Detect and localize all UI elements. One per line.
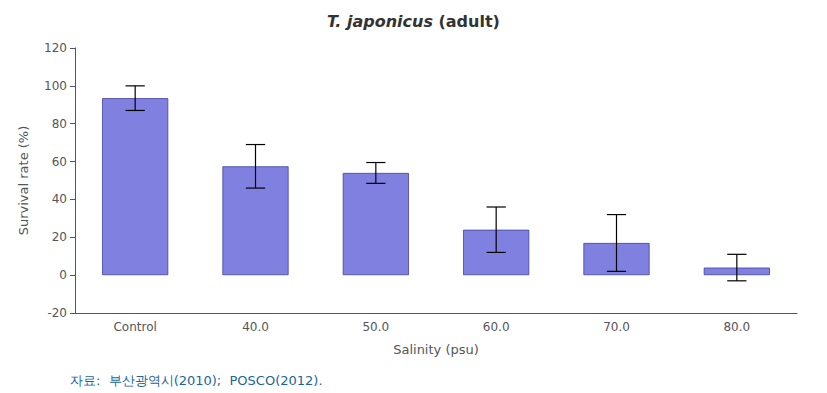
svg-text:60: 60 (52, 155, 67, 169)
svg-text:80: 80 (52, 117, 67, 131)
svg-text:(adult): (adult) (433, 12, 500, 31)
svg-text:20: 20 (52, 230, 67, 244)
svg-text:60.0: 60.0 (483, 320, 510, 334)
svg-text:자료: 부산광역시(2010); POSCO(2012): 자료: 부산광역시(2010); POSCO(2012). (70, 373, 323, 388)
svg-text:40: 40 (52, 192, 67, 206)
svg-text:50.0: 50.0 (362, 320, 389, 334)
svg-text:100: 100 (44, 79, 67, 93)
svg-text:Salinity (psu): Salinity (psu) (393, 342, 479, 357)
svg-text:120: 120 (44, 41, 67, 55)
svg-text:T. japonicus: T. japonicus (327, 12, 433, 31)
svg-text:Survival rate (%): Survival rate (%) (16, 126, 31, 236)
svg-text:80.0: 80.0 (723, 320, 750, 334)
svg-text:-20: -20 (47, 306, 67, 320)
svg-text:40.0: 40.0 (242, 320, 269, 334)
svg-text:70.0: 70.0 (603, 320, 630, 334)
svg-text:0: 0 (59, 268, 67, 282)
svg-text:Control: Control (113, 320, 156, 334)
